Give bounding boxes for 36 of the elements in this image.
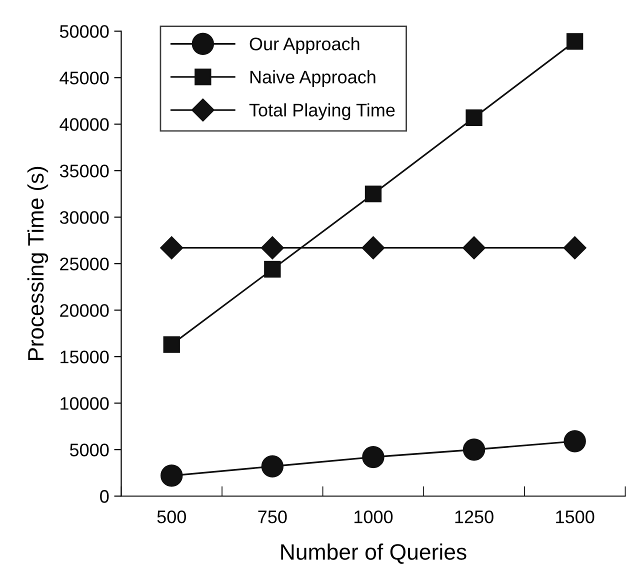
- x-axis-title: Number of Queries: [281, 544, 466, 564]
- point: [160, 464, 183, 487]
- legend-label: Total Playing Time: [249, 103, 395, 120]
- point: [462, 236, 486, 260]
- y-tick-label: 50000: [60, 25, 109, 38]
- point: [160, 236, 184, 260]
- y-tick-label: 0: [100, 490, 109, 503]
- point: [362, 236, 385, 260]
- point: [264, 260, 281, 278]
- y-tick-label: 5000: [70, 444, 109, 456]
- x-tick-label: 750: [258, 510, 287, 524]
- x-tick-label: 1500: [556, 510, 594, 524]
- y-axis-title: Processing Time (s): [27, 166, 48, 360]
- point: [563, 236, 586, 260]
- x-tick-label: 1250: [455, 510, 494, 524]
- y-tick-label: 45000: [60, 72, 109, 84]
- y-tick-label: 30000: [60, 211, 109, 224]
- point: [566, 33, 584, 50]
- point: [261, 455, 284, 478]
- x-tick-label: 500: [157, 510, 186, 524]
- point: [163, 336, 180, 353]
- point: [362, 446, 384, 468]
- y-tick-label: 25000: [60, 258, 109, 270]
- point: [260, 236, 284, 260]
- y-tick-label: 20000: [60, 304, 109, 317]
- y-tick-label: 35000: [60, 164, 109, 178]
- point: [466, 109, 482, 126]
- point: [364, 186, 382, 202]
- x-tick-label: 1000: [354, 510, 393, 524]
- legend-label: Our Approach: [250, 37, 360, 54]
- y-tick-label: 40000: [60, 118, 109, 131]
- y-tick-label: 15000: [60, 350, 109, 364]
- y-tick-label: 10000: [60, 397, 109, 410]
- point: [462, 438, 486, 461]
- point: [564, 430, 586, 452]
- legend-label: Naive Approach: [250, 70, 376, 88]
